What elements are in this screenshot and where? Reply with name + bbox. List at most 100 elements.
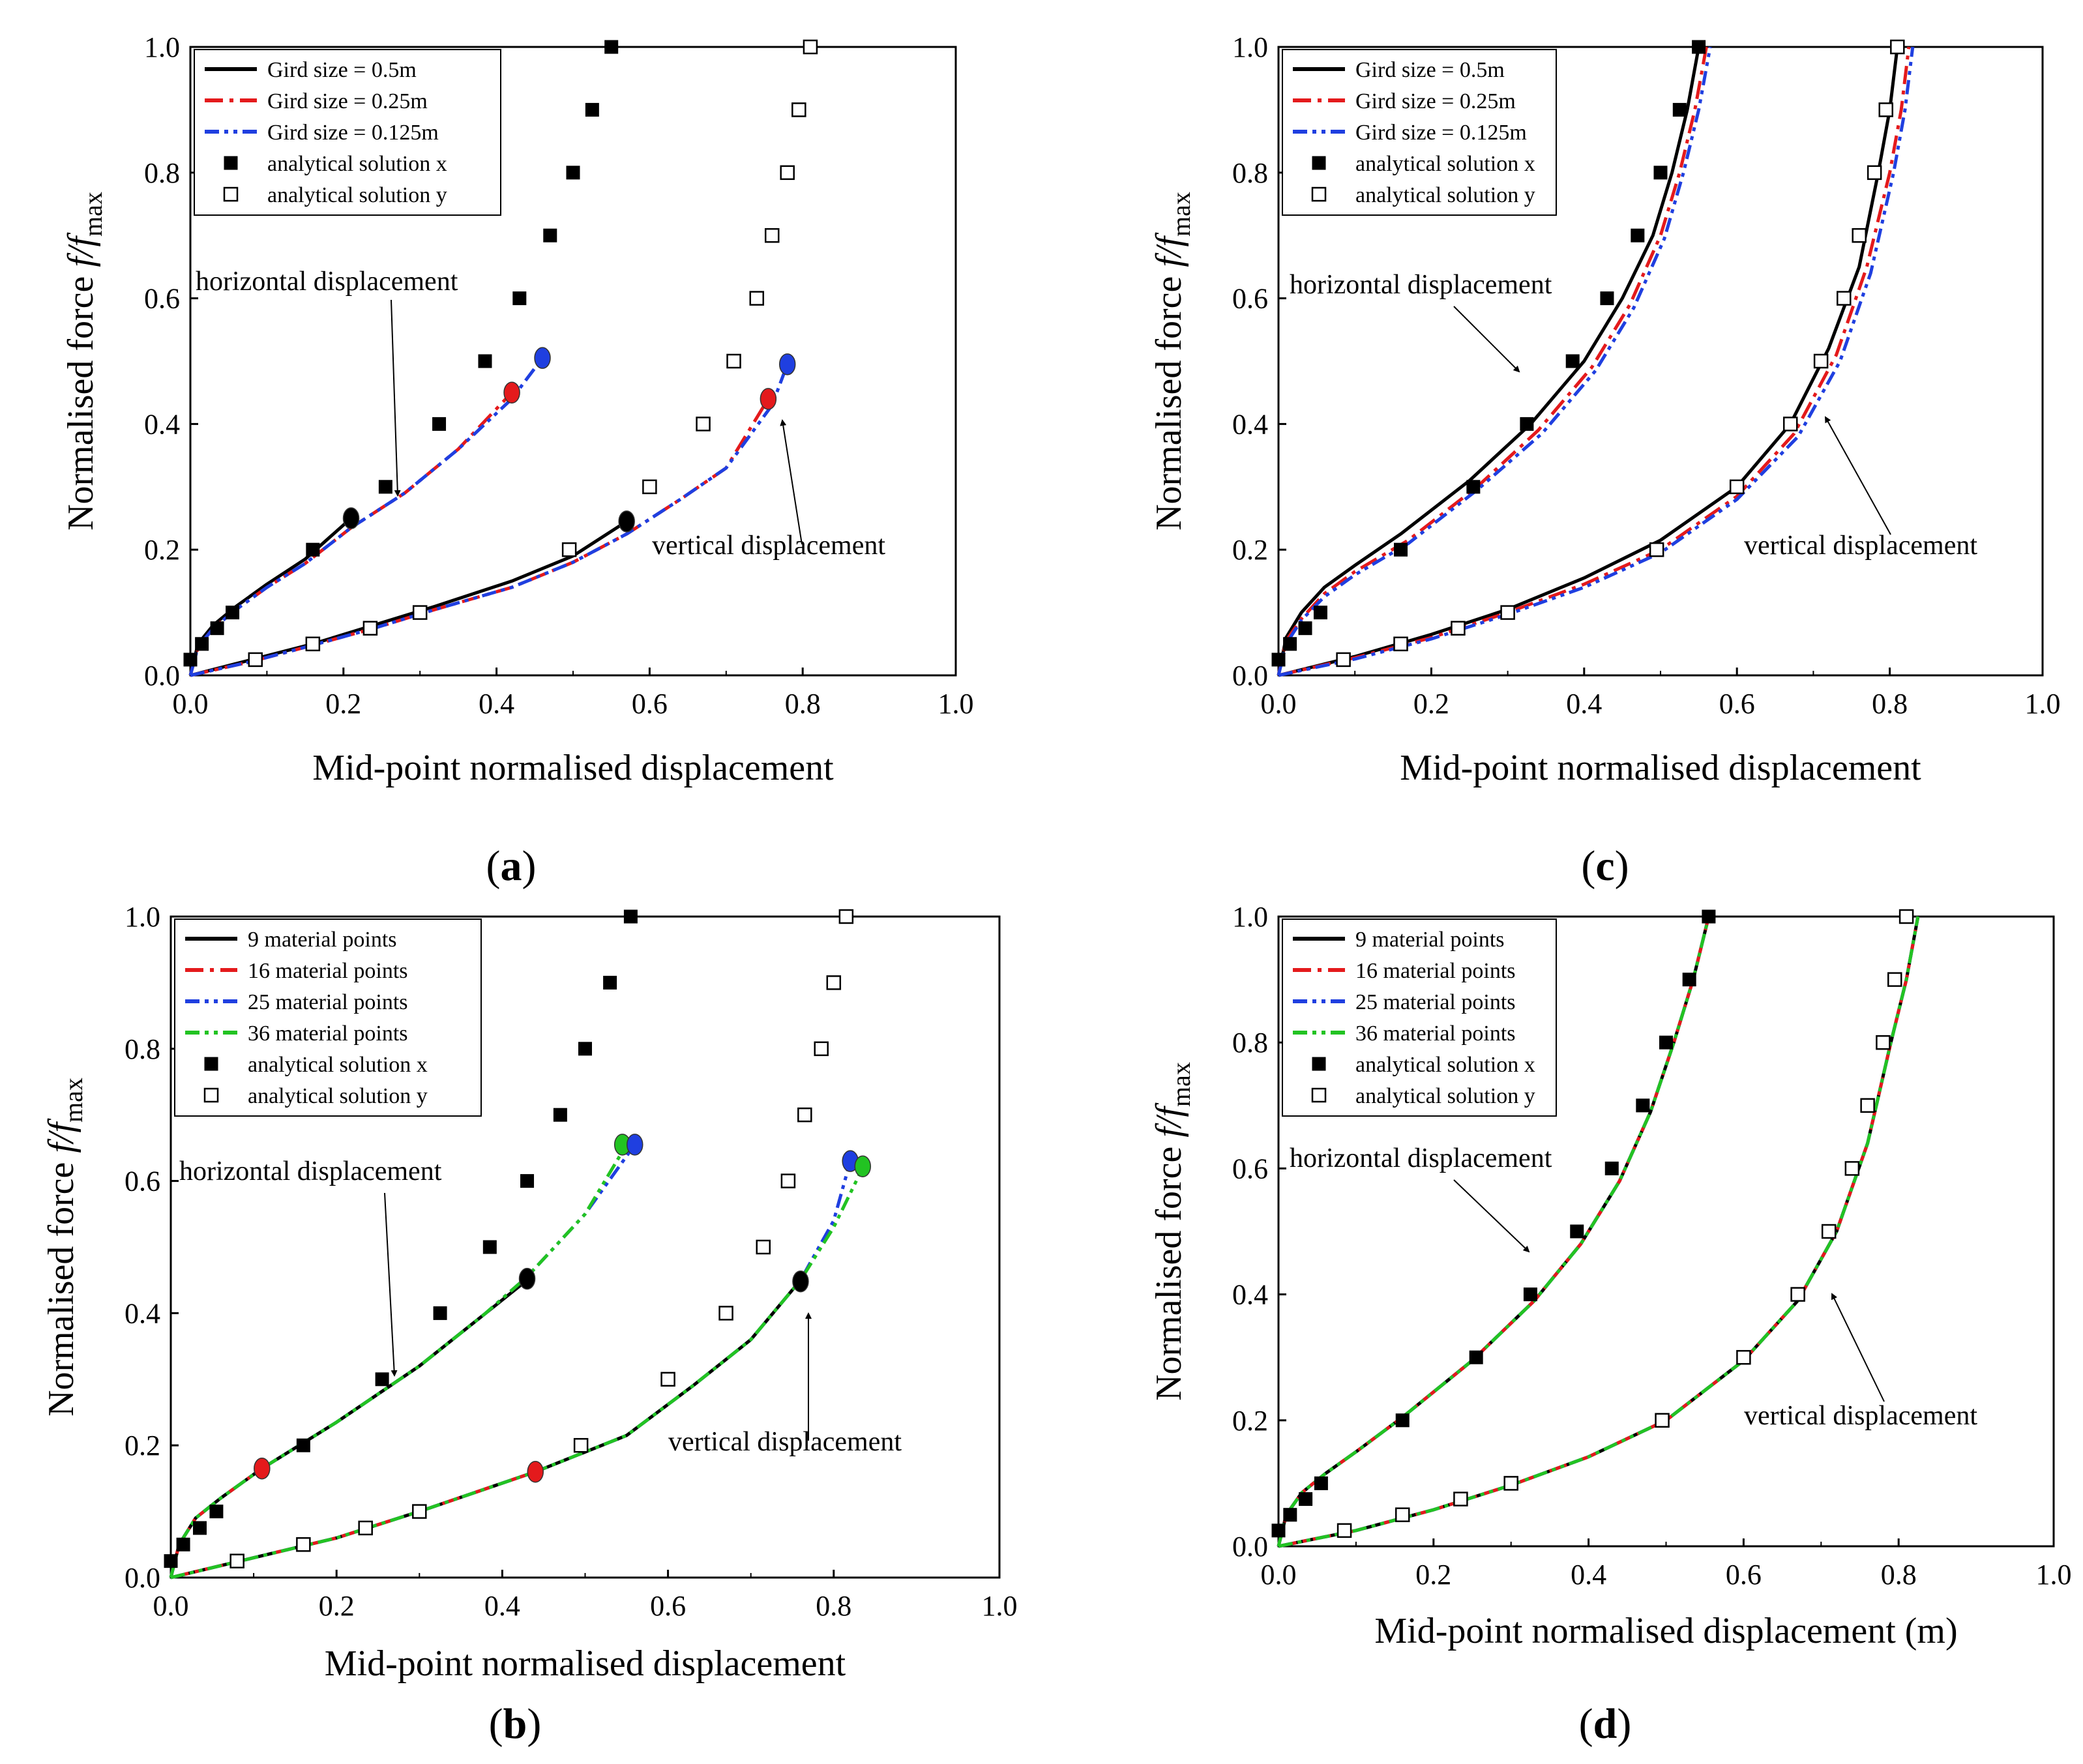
legend-label: analytical solution y <box>1355 183 1535 207</box>
annotation-horizontal: horizontal displacement <box>1290 270 1552 300</box>
y-tick-label: 0.2 <box>1232 534 1268 566</box>
analytical-y-marker <box>1395 1507 1410 1522</box>
analytical-x-marker <box>296 1438 310 1452</box>
analytical-x-marker <box>1314 1476 1328 1490</box>
series-line-horizontal <box>1277 916 1711 1547</box>
series-line-vertical <box>170 1167 864 1580</box>
analytical-x-marker <box>1271 1523 1286 1538</box>
end-marker <box>618 510 635 533</box>
analytical-y-marker <box>1729 479 1745 495</box>
series-line-vertical <box>190 520 628 677</box>
y-tick-label: 0.6 <box>1232 283 1268 315</box>
legend-label: Gird size = 0.25m <box>267 89 428 113</box>
series-line-horizontal <box>169 1143 636 1578</box>
end-marker <box>778 353 796 375</box>
series-line-horizontal <box>169 1467 263 1578</box>
legend-swatch <box>203 1087 219 1103</box>
analytical-y-marker <box>756 1239 771 1255</box>
annotation-horizontal: horizontal displacement <box>179 1156 442 1186</box>
annotation-vertical: vertical displacement <box>668 1427 902 1457</box>
annotation-vertical: vertical displacement <box>1744 531 1977 561</box>
chart-d: 0.0 0.2 0.4 0.6 0.8 1.0 0.0 0.2 0.4 0.6 0.8 1.0 Mid-… <box>1149 901 2072 1748</box>
panel-label: (c) <box>1581 842 1629 890</box>
analytical-y-marker <box>1336 652 1351 668</box>
analytical-x-marker <box>1702 909 1716 924</box>
x-tick-label: 0.8 <box>1881 1559 1917 1591</box>
x-tick-label: 0.6 <box>1719 688 1755 720</box>
analytical-x-marker <box>1283 1508 1297 1522</box>
analytical-y-marker <box>1813 353 1829 369</box>
analytical-x-marker <box>209 1505 224 1519</box>
legend-label: 9 material points <box>1355 928 1505 952</box>
analytical-y-marker <box>1500 605 1515 620</box>
analytical-y-marker <box>1503 1476 1518 1491</box>
legend-label: 36 material points <box>248 1022 408 1046</box>
analytical-y-marker <box>248 652 263 668</box>
x-tick-label: 1.0 <box>2025 688 2061 720</box>
analytical-y-marker <box>826 975 842 990</box>
y-tick-label: 0.8 <box>1232 157 1268 189</box>
end-marker <box>792 1270 809 1293</box>
analytical-y-marker <box>780 1173 796 1188</box>
analytical-y-marker <box>838 909 854 924</box>
analytical-y-marker <box>696 417 711 432</box>
analytical-y-marker <box>642 479 657 495</box>
analytical-y-marker <box>296 1537 311 1552</box>
analytical-y-marker <box>305 636 321 652</box>
analytical-y-marker <box>1876 1035 1891 1050</box>
x-tick-label: 0.0 <box>1261 1559 1297 1591</box>
end-marker <box>527 1461 544 1483</box>
end-marker <box>503 381 520 404</box>
y-tick-label: 0.2 <box>125 1430 160 1462</box>
analytical-y-marker <box>1878 102 1893 117</box>
y-tick-label: 0.4 <box>1232 1279 1268 1311</box>
analytical-x-marker <box>210 621 224 636</box>
annotation-horizontal: horizontal displacement <box>1290 1143 1552 1173</box>
x-tick-label: 1.0 <box>938 688 974 720</box>
analytical-x-marker <box>183 653 198 667</box>
analytical-x-marker <box>176 1537 190 1551</box>
y-axis-label: Normalised force f/fmax <box>1149 1062 1196 1401</box>
x-tick-label: 0.8 <box>816 1590 851 1622</box>
end-marker <box>342 507 360 529</box>
analytical-x-marker <box>1298 621 1312 636</box>
analytical-y-marker <box>1337 1523 1352 1538</box>
analytical-x-marker <box>1283 637 1297 651</box>
legend-label: Gird size = 0.5m <box>267 58 417 82</box>
analytical-x-marker <box>195 637 209 651</box>
y-tick-label: 0.4 <box>1232 408 1268 440</box>
analytical-x-marker <box>1600 291 1614 306</box>
analytical-x-marker <box>192 1521 207 1535</box>
y-tick-label: 1.0 <box>1232 31 1268 63</box>
analytical-x-marker <box>1466 480 1481 494</box>
analytical-x-marker <box>1520 417 1534 431</box>
end-marker <box>854 1155 872 1178</box>
analytical-y-marker <box>764 228 780 243</box>
analytical-y-marker <box>1451 621 1466 636</box>
analytical-x-marker <box>604 40 619 54</box>
panel-label: (d) <box>1579 1700 1632 1748</box>
analytical-x-marker <box>623 909 638 924</box>
legend-swatch <box>1311 186 1327 202</box>
analytical-y-marker <box>1736 1349 1751 1365</box>
series-line-horizontal <box>1277 46 1708 676</box>
panel-label: (b) <box>489 1700 542 1748</box>
chart-c: 0.0 0.2 0.4 0.6 0.8 1.0 0.0 0.2 0.4 0.6 0.8 1.0 Mid-… <box>1149 31 2061 890</box>
y-axis-label: Normalised force f/fmax <box>1149 192 1196 531</box>
legend-label: analytical solution y <box>248 1084 428 1108</box>
chart-a: 0.0 0.2 0.4 0.6 0.8 1.0 0.0 0.2 0.4 0.6 0.8 1.0 Mid-… <box>61 31 974 890</box>
analytical-x-marker <box>482 1240 497 1254</box>
annotation-arrow <box>384 1192 398 1377</box>
analytical-x-marker <box>1469 1350 1483 1364</box>
analytical-x-marker <box>375 1372 389 1387</box>
analytical-x-marker <box>306 542 320 557</box>
end-marker <box>627 1134 643 1156</box>
analytical-x-marker <box>520 1174 535 1188</box>
analytical-y-marker <box>803 39 818 55</box>
analytical-y-marker <box>362 621 378 636</box>
analytical-x-marker <box>1313 606 1327 620</box>
x-tick-label: 0.4 <box>484 1590 520 1622</box>
legend-label: 16 material points <box>1355 959 1516 983</box>
x-tick-label: 0.2 <box>1413 688 1449 720</box>
